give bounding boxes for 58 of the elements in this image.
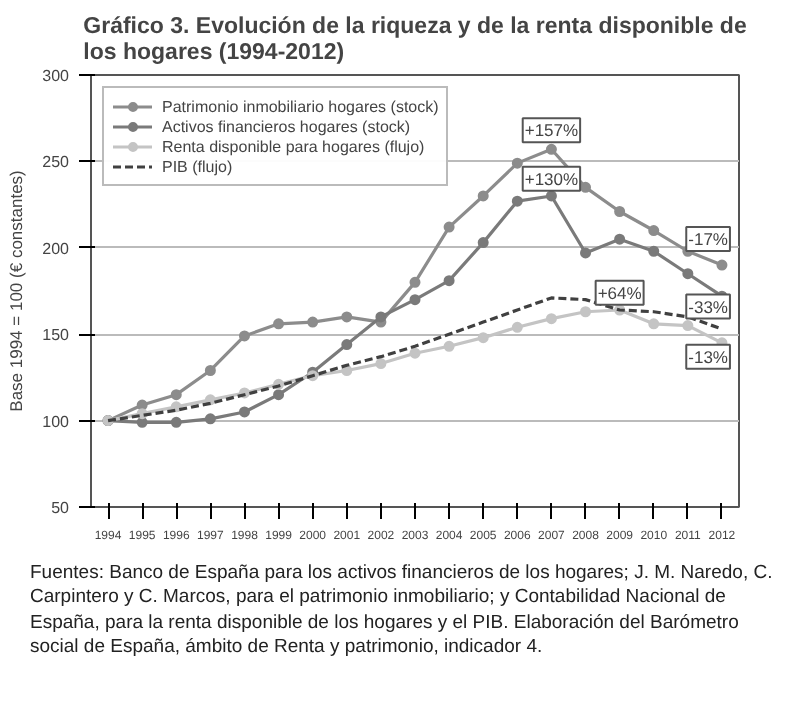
legend-label: Renta disponible para hogares (flujo) [162,136,425,156]
point [477,190,489,202]
point [341,311,353,323]
point [580,247,592,259]
legend-label: Patrimonio inmobiliario hogares (stock) [162,96,439,116]
y-tick-label: 250 [42,153,71,172]
annotation: +157% [524,120,580,141]
point [273,389,285,401]
legend-label: PIB (flujo) [162,156,233,176]
point [443,221,455,233]
point [511,321,523,333]
point [545,313,557,325]
point [443,275,455,287]
point [307,316,319,328]
chart-title: Gráfico 3. Evolución de la riqueza y de la renta disponible de los hogares (1994-2012) [83,14,747,65]
y-tick-label: 150 [42,326,71,345]
point [648,225,660,237]
annotation: -13% [688,346,729,367]
point [716,259,728,271]
annotation: +130% [524,168,580,189]
point [409,294,421,306]
y-tick-label: 200 [42,239,71,258]
point [477,237,489,249]
point [545,190,557,202]
point [375,311,387,323]
point [204,365,216,376]
point [238,406,250,418]
point [648,318,660,330]
point [580,181,592,193]
annotation: -17% [688,229,729,250]
y-tick-label: 100 [42,412,71,431]
point [682,320,694,332]
point [443,340,455,352]
point [511,195,523,207]
point [580,306,592,318]
legend-label: Activos financieros hogares (stock) [162,116,411,136]
point [614,233,626,245]
point [648,245,660,257]
point [204,413,216,425]
annotation: +64% [597,282,643,303]
point [409,347,421,359]
point [375,358,387,370]
point [273,318,285,330]
point [238,330,250,342]
point [614,206,626,217]
point [682,268,694,280]
source-note: Fuentes: Banco de España para los activos financieros de los hogares; J. M. Naredo, C. Carpintero y C. Marcos, para el patrimonio inmobiliario; y Contabilidad Nacional de España, para la renta disponible de los hogares y el PIB. Elaboración del Barómetro social de España, ámbito de Renta y patrimonio, indicador 4. [30,562,775,661]
annotation: -33% [688,296,729,317]
point [170,389,182,401]
y-tick-label: 300 [42,67,71,85]
y-axis-title: Base 1994 = 100 (€ constantes) [6,169,27,412]
y-tick-label: 50 [51,499,71,517]
point [477,332,489,344]
point [170,416,182,428]
point [341,339,353,351]
point [409,276,421,288]
point [511,157,523,169]
point [545,143,557,155]
